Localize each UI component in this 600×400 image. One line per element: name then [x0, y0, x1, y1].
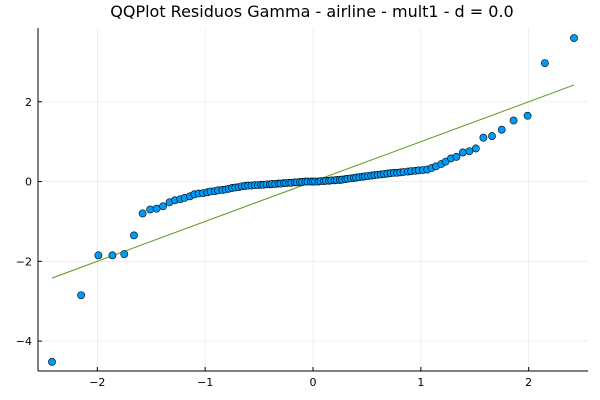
y-tick-label: 2 — [25, 96, 32, 109]
data-point — [509, 116, 518, 125]
data-point — [570, 34, 578, 42]
data-point — [523, 111, 532, 120]
x-tick-label: −1 — [197, 376, 213, 389]
y-tick-label: 0 — [25, 176, 32, 189]
chart-title: QQPlot Residuos Gamma - airline - mult1 … — [110, 2, 513, 21]
data-point — [159, 202, 167, 211]
data-point — [77, 291, 86, 300]
x-tick-label: 1 — [417, 376, 424, 389]
data-point — [465, 147, 474, 156]
data-point — [479, 133, 488, 142]
data-point — [146, 205, 155, 214]
data-point — [471, 144, 480, 153]
data-point — [488, 132, 496, 140]
x-tick-label: 2 — [525, 376, 532, 389]
axes: −2 −1 0 1 2 −4 −2 0 2 — [16, 28, 588, 389]
x-tick-label: 0 — [310, 376, 317, 389]
data-point — [497, 125, 506, 134]
y-tick-label: −4 — [16, 335, 32, 348]
data-point — [108, 251, 117, 260]
grid — [38, 28, 588, 371]
data-point — [152, 204, 161, 213]
data-point — [138, 209, 147, 218]
data-point — [130, 231, 138, 240]
data-point — [459, 148, 467, 157]
data-point — [94, 251, 103, 260]
data-point — [540, 59, 549, 67]
data-point — [452, 152, 461, 161]
x-tick-label: −2 — [89, 376, 105, 389]
data-point — [48, 357, 56, 366]
points-layer — [48, 34, 578, 366]
y-tick-label: −2 — [16, 255, 32, 268]
data-point — [120, 250, 129, 259]
